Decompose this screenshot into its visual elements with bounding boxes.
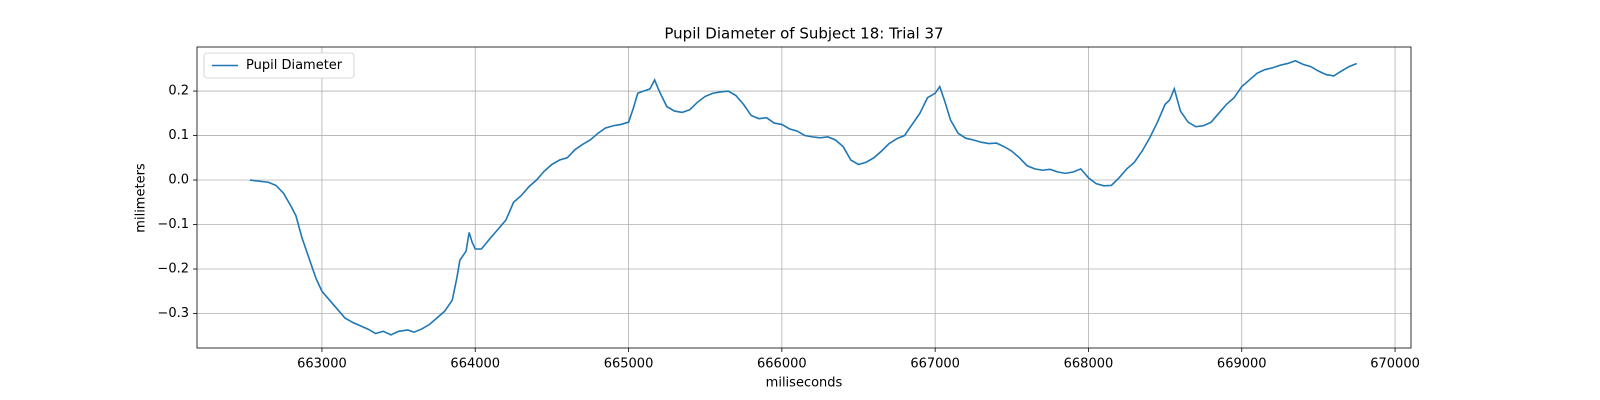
legend-label: Pupil Diameter: [246, 58, 343, 73]
x-tick-label: 667000: [910, 357, 960, 372]
x-tick-label: 666000: [757, 357, 807, 372]
y-tick-label: −0.3: [157, 306, 189, 321]
data-line: [249, 59, 1358, 336]
x-tick-label: 669000: [1217, 357, 1267, 372]
y-tick-label: 0.0: [168, 173, 189, 188]
chart-title: Pupil Diameter of Subject 18: Trial 37: [664, 25, 943, 43]
y-tick-label: 0.1: [168, 128, 189, 143]
x-axis-label: miliseconds: [766, 376, 843, 391]
x-tick-label: 668000: [1064, 357, 1114, 372]
x-tick-label: 664000: [450, 357, 500, 372]
x-tick-label: 670000: [1370, 357, 1420, 372]
y-tick-label: −0.1: [157, 217, 189, 232]
x-tick-label: 665000: [604, 357, 654, 372]
x-tick-label: 663000: [297, 357, 347, 372]
y-axis-label: milimeters: [134, 163, 149, 233]
y-tick-label: 0.2: [168, 84, 189, 99]
legend-box: [203, 52, 355, 79]
plot-frame: [196, 46, 1412, 349]
y-tick-label: −0.2: [157, 262, 189, 277]
